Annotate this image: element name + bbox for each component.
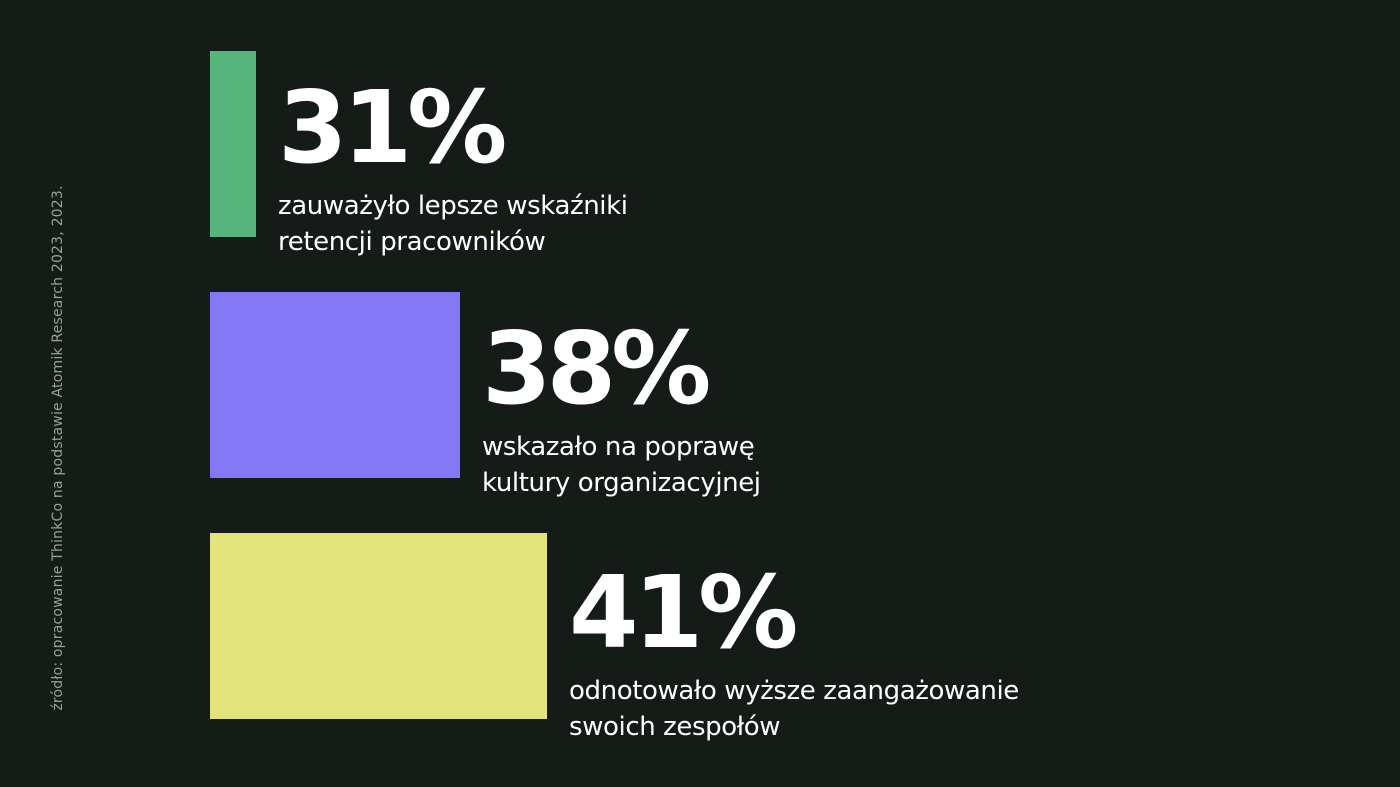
description: zauważyło lepsze wskaźniki retencji prac…	[278, 188, 628, 260]
description-line-1: wskazało na poprawę	[482, 432, 755, 462]
value-label: 41%	[569, 554, 798, 671]
description: odnotowało wyższe zaangażowanie swoich z…	[569, 673, 1019, 745]
stat-engagement: 41% odnotowało wyższe zaangażowanie swoi…	[569, 563, 1019, 745]
description: wskazało na poprawę kultury organizacyjn…	[482, 429, 761, 501]
description-line-1: zauważyło lepsze wskaźniki	[278, 191, 628, 221]
description-line-2: kultury organizacyjnej	[482, 468, 761, 498]
bar-engagement	[210, 533, 547, 719]
stat-retention: 31% zauważyło lepsze wskaźniki retencji …	[278, 78, 628, 260]
bar-retention	[210, 51, 256, 237]
stat-culture: 38% wskazało na poprawę kultury organiza…	[482, 319, 761, 501]
description-line-1: odnotowało wyższe zaangażowanie	[569, 676, 1019, 706]
value-label: 31%	[278, 69, 507, 186]
source-note: źródło: opracowanie ThinkCo na podstawie…	[50, 185, 66, 711]
bar-culture	[210, 292, 460, 478]
description-line-2: swoich zespołów	[569, 712, 781, 742]
description-line-2: retencji pracowników	[278, 227, 546, 257]
value-label: 38%	[482, 310, 711, 427]
